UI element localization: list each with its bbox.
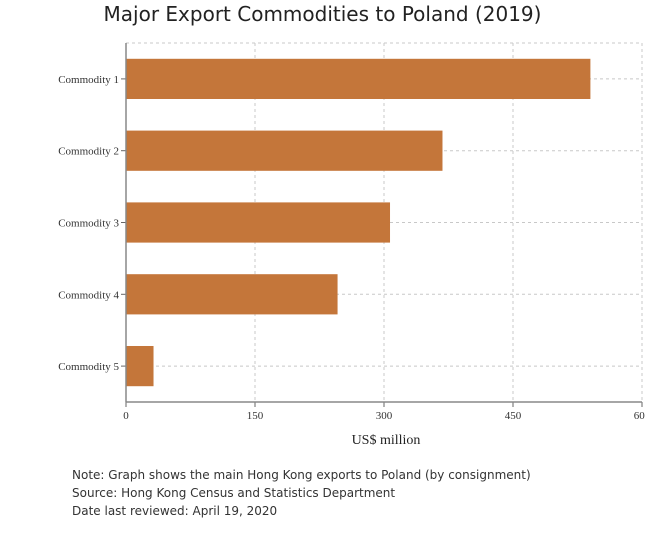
y-category-label: Commodity 1 [58,74,119,86]
y-category-label: Commodity 4 [58,289,119,301]
source-text: Source: Hong Kong Census and Statistics … [72,486,396,500]
bar-4 [126,274,338,315]
bar-3 [126,202,391,243]
x-tick-label: 450 [505,410,522,422]
footnotes: Note: Graph shows the main Hong Kong exp… [72,466,531,520]
y-category-label: Commodity 2 [58,146,119,158]
bar-1 [126,58,591,100]
x-tick-label: 600 [634,410,645,422]
x-tick-label: 0 [123,410,129,422]
note-text: Note: Graph shows the main Hong Kong exp… [72,468,531,482]
date-reviewed-text: Date last reviewed: April 19, 2020 [72,504,278,518]
bar-chart: 0 150 300 450 600 Commodity 1 Commodity 2 Commo… [58,42,645,448]
x-axis-title: US$ million [352,433,421,448]
x-tick-label: 150 [247,410,264,422]
bars-group [126,58,591,387]
y-category-label: Commodity 3 [58,218,119,230]
bar-5 [126,345,154,387]
x-tick-label: 300 [376,410,393,422]
axes-group [121,43,643,407]
tick-labels-group: 0 150 300 450 600 Commodity 1 Commodity 2 Commo… [58,74,645,422]
chart-title: Major Export Commodities to Poland (2019… [103,2,542,26]
bar-2 [126,130,443,171]
y-category-label: Commodity 5 [58,361,119,373]
